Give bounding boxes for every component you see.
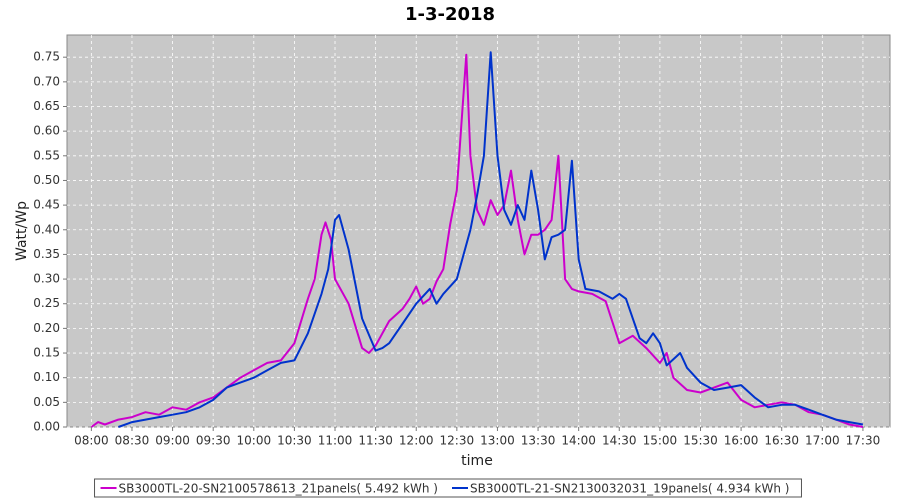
x-tick-label: 09:00 [155, 434, 190, 448]
y-tick-label: 0.55 [33, 148, 60, 162]
y-tick-label: 0.05 [33, 395, 60, 409]
y-tick-label: 0.15 [33, 346, 60, 360]
x-tick-label: 14:30 [602, 434, 637, 448]
x-tick-label: 16:00 [724, 434, 759, 448]
y-tick-label: 0.40 [33, 222, 60, 236]
y-tick-label: 0.20 [33, 321, 60, 335]
x-tick-label: 11:30 [358, 434, 393, 448]
x-tick-label: 17:00 [805, 434, 840, 448]
legend-label: SB3000TL-20-SN2100578613_21panels( 5.492… [119, 482, 438, 496]
y-tick-label: 0.00 [33, 420, 60, 434]
x-tick-label: 12:30 [440, 434, 475, 448]
y-tick-label: 0.70 [33, 74, 60, 88]
x-tick-label: 08:00 [74, 434, 109, 448]
y-tick-label: 0.75 [33, 50, 60, 64]
legend-label: SB3000TL-21-SN2130032031_19panels( 4.934… [470, 482, 789, 496]
y-tick-label: 0.30 [33, 272, 60, 286]
x-tick-label: 11:00 [318, 434, 353, 448]
legend-box [94, 478, 802, 498]
plot-area [66, 34, 891, 428]
x-tick-label: 15:30 [683, 434, 718, 448]
y-axis-label: Watt/Wp [14, 201, 30, 261]
chart-title: 1-3-2018 [405, 4, 495, 25]
x-tick-label: 14:00 [561, 434, 596, 448]
series-line [90, 53, 864, 428]
x-tick-label: 09:30 [196, 434, 231, 448]
x-tick-label: 08:30 [115, 434, 150, 448]
x-tick-label: 10:30 [277, 434, 312, 448]
y-tick-label: 0.35 [33, 247, 60, 261]
y-tick-label: 0.50 [33, 173, 60, 187]
series-line [118, 51, 864, 428]
y-tick-label: 0.45 [33, 198, 60, 212]
x-tick-label: 12:00 [399, 434, 434, 448]
y-tick-label: 0.10 [33, 370, 60, 384]
x-tick-label: 15:00 [643, 434, 678, 448]
x-tick-label: 13:00 [480, 434, 515, 448]
x-axis-label: time [461, 453, 493, 469]
x-tick-label: 10:00 [237, 434, 272, 448]
y-tick-label: 0.65 [33, 99, 60, 113]
x-tick-label: 17:30 [846, 434, 881, 448]
x-tick-label: 13:30 [521, 434, 556, 448]
y-tick-label: 0.60 [33, 124, 60, 138]
x-tick-label: 16:30 [764, 434, 799, 448]
legend: SB3000TL-20-SN2100578613_21panels( 5.492… [94, 478, 802, 498]
y-tick-label: 0.25 [33, 296, 60, 310]
